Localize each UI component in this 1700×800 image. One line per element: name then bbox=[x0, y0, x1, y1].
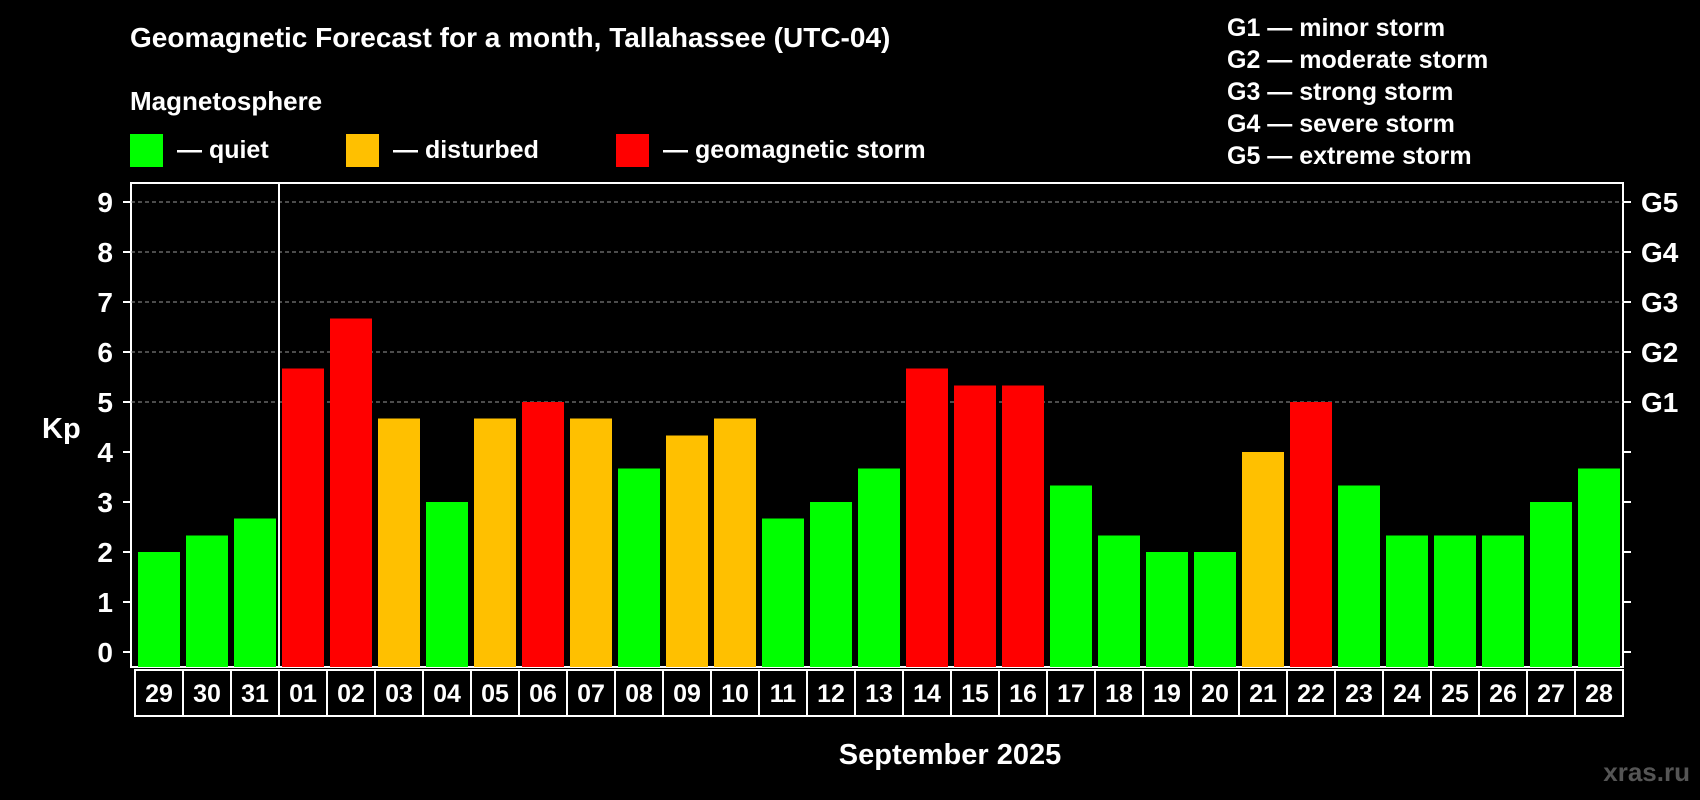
x-tick-label-14: 14 bbox=[913, 680, 941, 708]
bar-09 bbox=[666, 435, 708, 667]
legend-quiet-label: — quiet bbox=[177, 135, 269, 164]
bar-11 bbox=[762, 518, 804, 667]
bar-27 bbox=[1530, 502, 1572, 667]
quiet-swatch bbox=[130, 133, 163, 167]
bar-03 bbox=[378, 418, 420, 667]
bar-29 bbox=[138, 552, 180, 667]
x-tick-label-19: 19 bbox=[1153, 680, 1181, 708]
magnetosphere-title: Magnetosphere bbox=[130, 86, 323, 116]
x-axis-label: September 2025 bbox=[839, 739, 1061, 771]
bar-20 bbox=[1194, 552, 1236, 667]
bar-08 bbox=[618, 468, 660, 667]
x-tick-label-10: 10 bbox=[721, 680, 749, 708]
bar-23 bbox=[1338, 485, 1380, 667]
x-tick-label-02: 02 bbox=[337, 680, 365, 708]
x-tick-label-18: 18 bbox=[1105, 680, 1133, 708]
scale-g2: G2 — moderate storm bbox=[1227, 46, 1489, 74]
legend-disturbed-label: — disturbed bbox=[393, 135, 539, 164]
legend-disturbed: — disturbed bbox=[346, 133, 539, 167]
bar-12 bbox=[810, 502, 852, 667]
x-tick-label-08: 08 bbox=[625, 680, 653, 708]
bar-19 bbox=[1146, 552, 1188, 667]
x-tick-label-04: 04 bbox=[433, 680, 461, 708]
bar-30 bbox=[186, 535, 228, 667]
scale-g1: G1 — minor storm bbox=[1227, 14, 1446, 42]
x-tick-label-25: 25 bbox=[1441, 680, 1469, 708]
scale-g3: G3 — strong storm bbox=[1227, 78, 1454, 106]
x-tick-label-23: 23 bbox=[1345, 680, 1373, 708]
g-label-G2: G2 bbox=[1641, 337, 1678, 368]
bar-28 bbox=[1578, 468, 1620, 667]
x-tick-label-09: 09 bbox=[673, 680, 701, 708]
x-tick-label-05: 05 bbox=[481, 680, 509, 708]
scale-g5: G5 — extreme storm bbox=[1227, 142, 1472, 170]
x-tick-label-17: 17 bbox=[1057, 680, 1085, 708]
bar-31 bbox=[234, 518, 276, 667]
y-tick-label-4: 4 bbox=[97, 437, 113, 468]
g-label-G4: G4 bbox=[1641, 237, 1679, 268]
g-label-G3: G3 bbox=[1641, 287, 1678, 318]
legend-quiet: — quiet bbox=[130, 133, 269, 167]
chart-title: Geomagnetic Forecast for a month, Tallah… bbox=[130, 22, 891, 53]
x-tick-label-24: 24 bbox=[1393, 680, 1421, 708]
watermark: xras.ru bbox=[1603, 757, 1690, 787]
bar-21 bbox=[1242, 452, 1284, 667]
y-tick-label-2: 2 bbox=[97, 537, 113, 568]
x-tick-label-30: 30 bbox=[193, 680, 221, 708]
x-tick-label-31: 31 bbox=[241, 680, 269, 708]
x-tick-label-11: 11 bbox=[770, 680, 797, 708]
y-tick-label-6: 6 bbox=[97, 337, 113, 368]
y-tick-label-1: 1 bbox=[97, 587, 113, 618]
x-tick-label-28: 28 bbox=[1585, 680, 1613, 708]
bar-01 bbox=[282, 368, 324, 667]
bar-06 bbox=[522, 402, 564, 667]
x-tick-label-20: 20 bbox=[1201, 680, 1229, 708]
bar-15 bbox=[954, 385, 996, 667]
x-tick-label-07: 07 bbox=[577, 680, 605, 708]
x-tick-label-22: 22 bbox=[1297, 680, 1325, 708]
bar-14 bbox=[906, 368, 948, 667]
bar-18 bbox=[1098, 535, 1140, 667]
bar-13 bbox=[858, 468, 900, 667]
x-tick-label-29: 29 bbox=[145, 680, 173, 708]
bar-24 bbox=[1386, 535, 1428, 667]
scale-g4: G4 — severe storm bbox=[1227, 110, 1455, 138]
bar-10 bbox=[714, 418, 756, 667]
y-tick-label-9: 9 bbox=[97, 187, 113, 218]
x-label-frame bbox=[134, 669, 1624, 717]
x-tick-label-13: 13 bbox=[865, 680, 893, 708]
bar-02 bbox=[330, 318, 372, 667]
y-tick-label-5: 5 bbox=[97, 387, 113, 418]
x-tick-label-26: 26 bbox=[1489, 680, 1517, 708]
y-tick-label-7: 7 bbox=[97, 287, 113, 318]
x-tick-label-12: 12 bbox=[817, 680, 845, 708]
x-tick-label-15: 15 bbox=[961, 680, 989, 708]
legend-storm: — geomagnetic storm bbox=[616, 133, 926, 167]
bar-25 bbox=[1434, 535, 1476, 667]
y-axis-label: Kp bbox=[42, 413, 81, 445]
storm-scale-legend: G1 — minor storm G2 — moderate storm G3 … bbox=[1227, 12, 1488, 172]
bar-26 bbox=[1482, 535, 1524, 667]
bar-05 bbox=[474, 418, 516, 667]
bar-07 bbox=[570, 418, 612, 667]
bar-04 bbox=[426, 502, 468, 667]
y-tick-label-0: 0 bbox=[97, 637, 113, 668]
x-tick-label-21: 21 bbox=[1249, 680, 1277, 708]
x-tick-label-27: 27 bbox=[1537, 680, 1565, 708]
storm-swatch bbox=[616, 133, 649, 167]
legend-storm-label: — geomagnetic storm bbox=[663, 135, 926, 164]
bar-17 bbox=[1050, 485, 1092, 667]
x-tick-label-01: 01 bbox=[289, 680, 317, 708]
x-tick-label-16: 16 bbox=[1009, 680, 1037, 708]
y-tick-label-3: 3 bbox=[97, 487, 113, 518]
x-tick-label-03: 03 bbox=[385, 680, 413, 708]
x-tick-label-06: 06 bbox=[529, 680, 557, 708]
g-label-G1: G1 bbox=[1641, 387, 1678, 418]
y-tick-label-8: 8 bbox=[97, 237, 113, 268]
g-label-G5: G5 bbox=[1641, 187, 1678, 218]
bar-22 bbox=[1290, 402, 1332, 667]
disturbed-swatch bbox=[346, 133, 379, 167]
bar-16 bbox=[1002, 385, 1044, 667]
